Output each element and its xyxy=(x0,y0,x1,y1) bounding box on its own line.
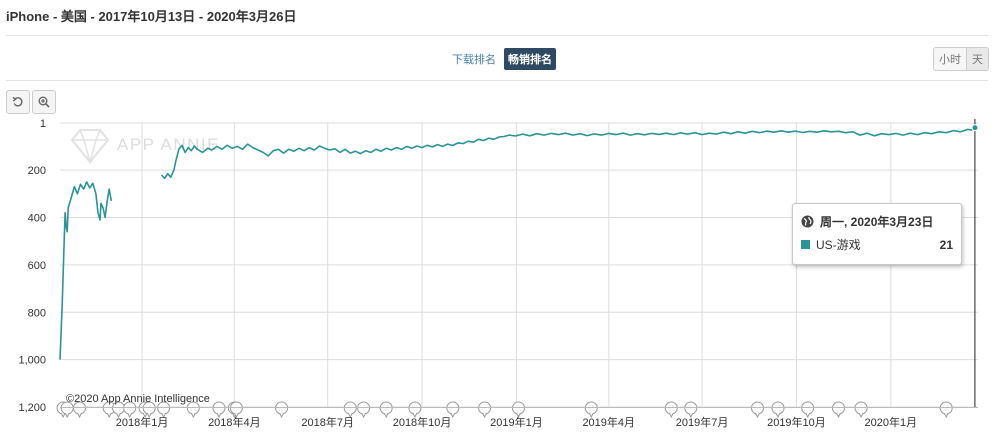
zoom-in-button[interactable] xyxy=(32,90,56,114)
x-tick-label: 2019年4月 xyxy=(582,415,635,429)
event-marker xyxy=(751,401,764,419)
event-marker-tail xyxy=(127,412,133,419)
tooltip-header: 周一, 2020年3月23日 xyxy=(801,213,933,230)
event-marker-tail xyxy=(688,412,694,419)
event-marker xyxy=(939,401,953,419)
copyright-text: ©2020 App Annie Intelligence xyxy=(66,393,210,405)
event-marker-tail xyxy=(361,412,367,419)
x-tick-label: 2018年1月 xyxy=(116,415,169,429)
series-line-us-games xyxy=(59,181,113,360)
event-marker xyxy=(854,401,868,419)
event-marker-tail xyxy=(858,412,864,419)
event-marker xyxy=(357,401,371,419)
header-divider xyxy=(6,35,988,36)
zoom-in-icon xyxy=(38,96,50,108)
x-tick-label: 2019年1月 xyxy=(490,415,543,429)
event-marker-tail xyxy=(588,412,594,419)
tooltip-row: US-游戏 21 xyxy=(801,236,953,253)
event-marker-tail xyxy=(516,412,521,419)
y-tick-label: 1,200 xyxy=(18,402,46,414)
event-marker xyxy=(832,401,845,419)
y-tick-label: 200 xyxy=(28,165,46,177)
event-marker xyxy=(684,401,698,419)
x-tick-label: 2020年1月 xyxy=(865,415,918,429)
event-marker-tail xyxy=(161,412,167,419)
event-marker-tail xyxy=(347,412,353,419)
event-marker-tail xyxy=(216,412,222,419)
tab-downloads-rank[interactable]: 下载排名 xyxy=(452,54,496,66)
y-tick-label: 600 xyxy=(28,260,46,272)
y-tick-label: 800 xyxy=(28,307,46,319)
event-marker-tail xyxy=(279,412,285,419)
event-marker-tail xyxy=(412,412,418,419)
metric-tabs: 下载排名 畅销排名 xyxy=(448,48,556,70)
x-tick-label: 2018年10月 xyxy=(393,415,452,429)
event-marker xyxy=(512,401,525,419)
event-marker-tail xyxy=(64,412,70,419)
event-marker xyxy=(275,401,289,419)
granularity-toggle: 小时 天 xyxy=(933,47,989,71)
event-marker-tail xyxy=(943,412,949,419)
y-tick-label: 1 xyxy=(40,118,46,130)
event-marker-tail xyxy=(106,412,112,419)
tooltip-date: 周一, 2020年3月23日 xyxy=(820,215,934,229)
tooltip-series-swatch xyxy=(801,240,810,249)
event-marker xyxy=(408,401,422,419)
reset-zoom-button[interactable] xyxy=(6,90,30,114)
highlight-point xyxy=(971,124,979,132)
event-marker-tail xyxy=(233,412,239,419)
event-marker-tail xyxy=(755,412,760,419)
globe-icon xyxy=(801,215,814,228)
event-marker-tail xyxy=(668,412,674,419)
x-tick-label: 2019年10月 xyxy=(767,415,826,429)
event-marker xyxy=(771,401,785,419)
event-marker-tail xyxy=(190,412,196,419)
event-marker xyxy=(584,401,598,419)
event-marker-tail xyxy=(142,412,148,419)
tooltip-series-name: US-游戏 xyxy=(816,238,861,252)
event-marker-tail xyxy=(836,412,841,419)
grid-layer xyxy=(60,122,978,408)
tooltip-value: 21 xyxy=(939,237,953,252)
event-marker xyxy=(343,401,357,419)
app-annie-watermark: APP ANNIE xyxy=(70,129,218,165)
y-tick-label: 400 xyxy=(28,213,46,225)
event-marker-tail xyxy=(116,412,121,419)
event-marker xyxy=(446,401,460,419)
event-marker xyxy=(478,401,492,419)
tab-grossing-rank[interactable]: 畅销排名 xyxy=(504,48,556,70)
event-marker-tail xyxy=(482,412,488,419)
axis-layer: 1 200 400 600 800 1,000 1,200 2018年1月 2018年4月 201… xyxy=(18,118,979,429)
undo-icon xyxy=(12,96,23,107)
event-marker-tail xyxy=(383,412,389,419)
event-marker xyxy=(379,401,393,419)
event-marker xyxy=(801,401,815,419)
x-tick-label: 2019年7月 xyxy=(676,415,729,429)
page-title: iPhone - 美国 - 2017年10月13日 - 2020年3月26日 xyxy=(6,9,297,24)
toolbar-divider xyxy=(6,80,988,81)
event-marker xyxy=(664,401,678,419)
event-marker-tail xyxy=(60,412,66,419)
y-tick-label: 1,000 xyxy=(18,355,46,367)
granularity-hour-button[interactable]: 小时 xyxy=(934,48,966,70)
event-marker-tail xyxy=(77,412,82,419)
event-marker-tail xyxy=(775,412,781,419)
series-layer xyxy=(59,126,979,360)
granularity-day-button[interactable]: 天 xyxy=(966,48,988,70)
event-marker-tail xyxy=(146,412,152,419)
series-line-us-games xyxy=(160,126,979,180)
event-marker xyxy=(212,401,226,419)
chart-tooltip: 周一, 2020年3月23日 US-游戏 21 xyxy=(792,203,962,265)
x-tick-label: 2018年7月 xyxy=(301,415,354,429)
event-marker xyxy=(229,401,243,419)
x-tick-label: 2018年4月 xyxy=(208,415,261,429)
event-marker-tail xyxy=(805,412,811,419)
event-marker-tail xyxy=(450,412,456,419)
